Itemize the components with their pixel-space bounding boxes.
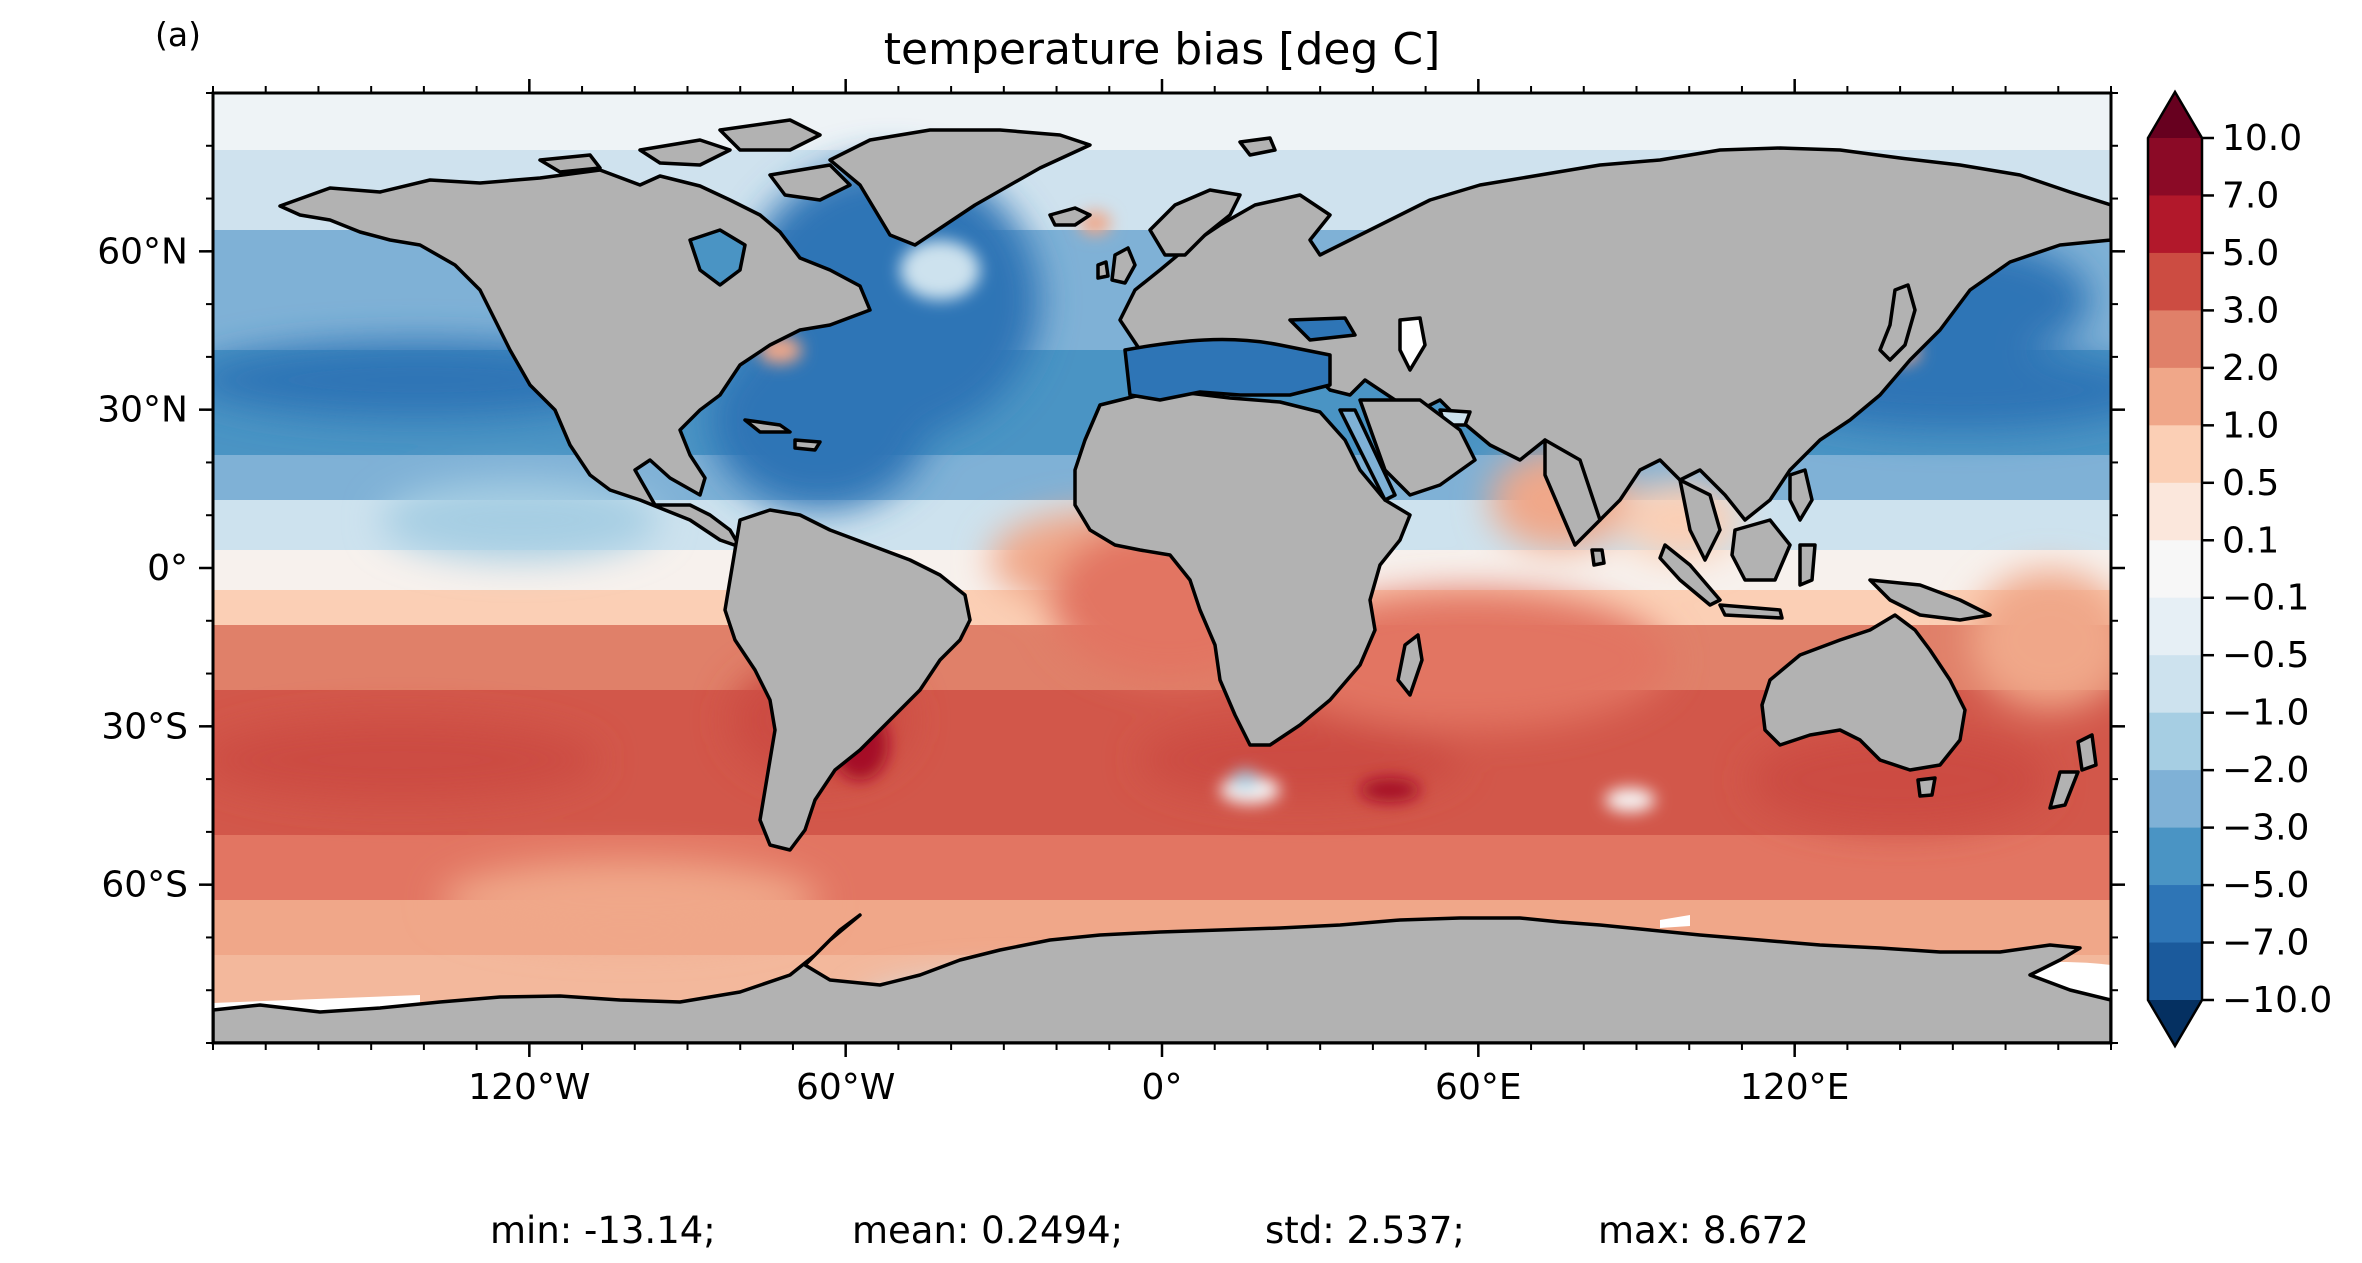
colorbar-label: 1.0 [2222, 405, 2279, 446]
x-tick-label: 120°E [1740, 1067, 1849, 1108]
colorbar-swatch [2148, 195, 2202, 254]
colorbar-swatch [2148, 138, 2202, 197]
stat-mean: mean: 0.2494; [852, 1209, 1123, 1252]
colorbar-swatch [2148, 425, 2202, 484]
y-tick-label: 30°S [101, 706, 188, 747]
tick-layer: 120°W 60°W 0° 60°E 120°E 60°N 30°N 0° 30°S 60°S [97, 79, 2125, 1108]
colorbar-swatch [2148, 770, 2202, 829]
colorbar-label: 10.0 [2222, 118, 2302, 159]
stat-max: max: 8.672 [1598, 1209, 1809, 1252]
landmass-africa [1073, 390, 1412, 747]
map-title: temperature bias [deg C] [884, 24, 1441, 75]
colorbar-label: 2.0 [2222, 348, 2279, 389]
land-masses [213, 118, 2111, 1043]
colorbar-extend-max [2148, 92, 2202, 138]
colorbar-label: 7.0 [2222, 175, 2279, 216]
panel-label: (a) [155, 15, 201, 54]
y-tick-label: 60°S [101, 865, 188, 906]
stats-footer: min: -13.14; mean: 0.2494; std: 2.537; m… [490, 1209, 1809, 1252]
stat-min: min: -13.14; [490, 1209, 716, 1252]
y-tick-label: 60°N [97, 231, 188, 272]
colorbar-label: 3.0 [2222, 290, 2279, 331]
landmass-greenland [828, 128, 1092, 247]
colorbar-label: 0.5 [2222, 463, 2279, 504]
x-tick-label: 60°E [1435, 1067, 1522, 1108]
colorbar-swatch [2148, 252, 2202, 311]
colorbar-swatch [2148, 367, 2202, 426]
x-tick-label: 60°W [796, 1067, 895, 1108]
colorbar-label: −3.0 [2222, 808, 2309, 849]
colorbar-label: −10.0 [2222, 980, 2332, 1021]
y-tick-label: 0° [147, 548, 188, 589]
colorbar-swatch [2148, 712, 2202, 771]
y-tick-label: 30°N [97, 390, 188, 431]
colorbar-swatch [2148, 942, 2202, 1001]
landmass-south-america [723, 508, 972, 852]
colorbar-label: −5.0 [2222, 865, 2309, 906]
x-tick-label: 0° [1142, 1067, 1183, 1108]
x-tick-label: 120°W [468, 1067, 590, 1108]
colorbar-swatch [2148, 482, 2202, 541]
map-panel [213, 93, 2111, 1043]
colorbar-label: 5.0 [2222, 233, 2279, 274]
landmass-antarctica [213, 913, 2111, 1043]
colorbar-swatch [2148, 827, 2202, 886]
colorbar-swatch [2148, 885, 2202, 944]
landmass-australia [1760, 613, 1967, 772]
colorbar-extend-min [2148, 1000, 2202, 1046]
colorbar-label: −1.0 [2222, 693, 2309, 734]
stat-std: std: 2.537; [1265, 1209, 1465, 1252]
colorbar-label: −0.5 [2222, 635, 2309, 676]
colorbar-label: −0.1 [2222, 578, 2309, 619]
colorbar-label: 0.1 [2222, 520, 2279, 561]
landmass-eurasia [1118, 146, 2111, 522]
colorbar: 10.0 7.0 5.0 3.0 2.0 1.0 0.5 0.1 −0.1 −0.5 −1.0 −2.… [2146, 89, 2332, 1049]
colorbar-swatch [2148, 655, 2202, 714]
colorbar-swatch [2148, 540, 2202, 599]
colorbar-swatch [2148, 597, 2202, 656]
colorbar-label: −2.0 [2222, 750, 2309, 791]
colorbar-swatch [2148, 310, 2202, 369]
colorbar-label: −7.0 [2222, 923, 2309, 964]
